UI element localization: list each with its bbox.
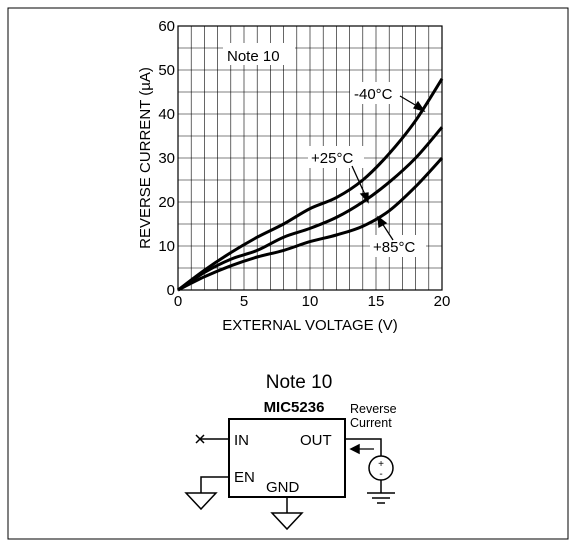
y-tick-label: 40 — [158, 106, 175, 123]
series-label-minus40: -40°C — [354, 86, 393, 103]
mic5236-test-circuit: Note 10 MIC5236 IN OUT EN GND Reverse Cu… — [184, 372, 397, 531]
y-tick-label: 60 — [158, 18, 175, 35]
x-tick-labels: 0 5 10 15 20 — [174, 293, 451, 310]
label-bg-plus25 — [308, 146, 364, 168]
out-wire — [345, 438, 382, 456]
in-open-x-2 — [195, 434, 205, 444]
voltage-source-plus: + — [378, 459, 384, 470]
reverse-current-chart: 0 10 20 30 40 50 60 0 5 10 15 20 REVERSE CURRENT (… — [137, 18, 450, 334]
arrowhead-plus25 — [359, 192, 369, 204]
figure-border — [7, 7, 569, 540]
diagram-title: Note 10 — [266, 372, 333, 393]
x-tick-label: 0 — [174, 293, 182, 310]
chip-name: MIC5236 — [264, 399, 325, 416]
x-tick-label: 15 — [368, 293, 385, 310]
label-bg-minus40 — [350, 82, 402, 104]
x-tick-label: 10 — [302, 293, 319, 310]
pin-en-label: EN — [234, 469, 255, 486]
note-label: Note 10 — [227, 48, 280, 65]
x-tick-label: 20 — [434, 293, 451, 310]
y-tick-labels: 0 10 20 30 40 50 60 — [158, 18, 175, 299]
arrowhead-plus85 — [377, 215, 388, 229]
y-tick-label: 30 — [158, 150, 175, 167]
pin-out-label: OUT — [300, 432, 332, 449]
note-label-background — [223, 43, 295, 65]
en-wire — [200, 476, 229, 493]
pin-in-label: IN — [234, 432, 249, 449]
arrowhead-minus40 — [412, 100, 426, 113]
y-tick-label: 10 — [158, 238, 175, 255]
reverse-current-label-line2: Current — [350, 416, 392, 430]
x-tick-label: 5 — [240, 293, 248, 310]
pin-gnd-label: GND — [266, 479, 300, 496]
y-tick-label: 0 — [167, 282, 175, 299]
series-line-2 — [177, 156, 444, 292]
pointer-arrows — [351, 95, 426, 241]
gnd-ground-symbol — [270, 512, 304, 531]
reverse-current-label-line1: Reverse — [350, 402, 397, 416]
series-line-1 — [177, 126, 444, 292]
en-ground-symbol — [184, 492, 218, 511]
series-line-0 — [177, 77, 444, 292]
y-axis-label: REVERSE CURRENT (µA) — [137, 67, 154, 249]
voltage-source-minus: - — [379, 469, 382, 480]
reverse-current-arrowhead — [349, 443, 360, 455]
series-label-plus25: +25°C — [311, 150, 353, 167]
x-axis-label: EXTERNAL VOLTAGE (V) — [222, 317, 398, 334]
series-lines — [177, 77, 444, 292]
label-bg-plus85 — [370, 235, 426, 257]
y-tick-label: 20 — [158, 194, 175, 211]
series-label-plus85: +85°C — [373, 239, 415, 256]
y-tick-label: 50 — [158, 62, 175, 79]
